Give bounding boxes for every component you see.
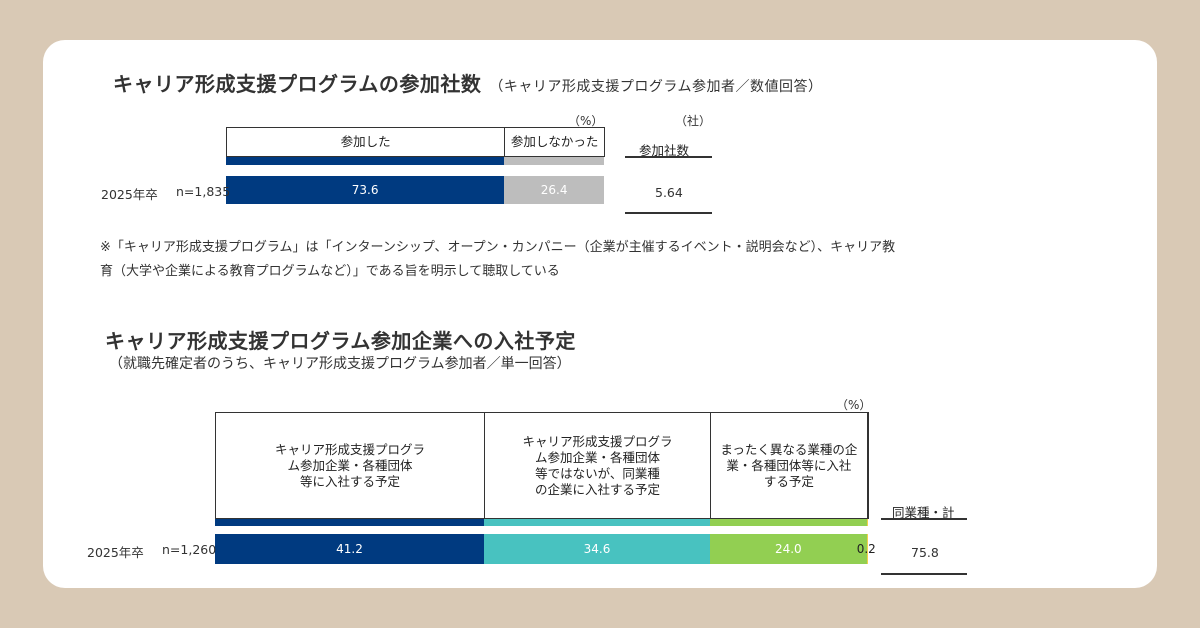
row-label-year: 2025年卒 [87,545,144,560]
section2-title: キャリア形成支援プログラム参加企業への入社予定 [105,329,576,353]
legend-header-2: キャリア形成支援プログラ ム参加企業・各種団体 等ではないが、同業種 の企業に入社する… [484,412,711,519]
legend-header-2: 参加しなかった [504,127,605,157]
legend-color-strip-1 [226,157,505,165]
legend-line: する予定 [763,473,814,489]
legend-color-strip-2 [484,519,710,526]
chart1-column-rule-top [625,156,712,158]
chart1-column-label: 参加社数 [639,143,690,158]
bar-value-label-4: 0.2 [856,542,876,556]
chart1-unit-percent: （%） [568,114,604,128]
chart1-stacked-bar: 参加した 73.6 参加しなかった 26.4 2025年卒 n=1,835 [43,40,1157,588]
row-label-n: n=1,260 [162,542,217,557]
row-label-n: n=1,835 [176,184,231,199]
chart2-column-label: 同業種・計 [892,505,955,520]
bar-value-label-3: 24.0 [774,542,802,556]
section1-title: キャリア形成支援プログラムの参加社数 （キャリア形成支援プログラム参加者／数値回答… [113,68,823,97]
chart2-stacked-bar: キャリア形成支援プログラ ム参加企業・各種団体 等に入社する予定 41.2 キャリア形成… [43,40,1157,588]
section1-title-text: キャリア形成支援プログラムの参加社数 [113,72,482,96]
legend-header-text-3: まったく異なる業種の企 業・各種団体等に入社 する予定 [720,442,857,490]
legend-color-strip-2 [504,157,604,165]
chart1-column-value: 5.64 [655,185,683,200]
legend-line: 業・各種団体等に入社 [726,457,852,473]
bar-value-label-1: 73.6 [351,183,379,197]
content-card: キャリア形成支援プログラムの参加社数 （キャリア形成支援プログラム参加者／数値回答… [43,40,1157,588]
bar-segment-2: 26.4 [504,176,604,204]
bar-value-label-2: 34.6 [583,542,611,556]
legend-line: の企業に入社する予定 [534,481,660,497]
bar-segment-1: 41.2 [215,534,485,564]
bar-segment-2: 34.6 [484,534,710,564]
bar-segment-1: 73.6 [226,176,505,204]
legend-header-4 [866,412,869,519]
bar-segment-4 [866,534,868,564]
chart2-column-rule-bottom [881,573,967,575]
legend-line: ム参加企業・各種団体 [534,449,660,465]
bar-value-label-2: 26.4 [540,183,568,197]
chart1-unit-company: （社） [675,114,712,128]
legend-color-strip-4 [866,519,868,526]
legend-line: キャリア形成支援プログラ [522,433,673,449]
chart2-unit-percent: （%） [836,398,872,412]
legend-color-strip-1 [215,519,485,526]
legend-header-text-2: 参加しなかった [510,134,599,149]
legend-line: まったく異なる業種の企 [720,441,858,457]
legend-color-strip-3 [709,519,867,526]
chart2-column-value: 75.8 [911,545,939,560]
legend-header-3: まったく異なる業種の企 業・各種団体等に入社 する予定 [709,412,868,519]
bar-segment-3: 24.0 [709,534,867,564]
section1-note-line2: 育（大学や企業による教育プログラムなど）」である旨を明示して聴取している [100,264,560,279]
section1-subtitle: （キャリア形成支援プログラム参加者／数値回答） [489,79,823,95]
section1-note-line1: ※「キャリア形成支援プログラム」は「インターンシップ、オープン・カンパニー（企業… [100,240,896,255]
legend-header-1: 参加した [226,127,506,157]
legend-line: 等に入社する予定 [300,473,401,489]
legend-line: ム参加企業・各種団体 [287,457,413,473]
bar-value-label-1: 41.2 [336,542,363,556]
section1-note: ※「キャリア形成支援プログラム」は「インターンシップ、オープン・カンパニー（企業… [100,236,1110,284]
legend-header-1: キャリア形成支援プログラ ム参加企業・各種団体 等に入社する予定 [215,412,486,519]
row-label-year: 2025年卒 [101,187,158,202]
legend-header-text-1: 参加した [340,134,391,149]
chart1-column-rule-bottom [625,212,712,214]
legend-line: 等ではないが、同業種 [535,465,660,481]
legend-header-text-1: キャリア形成支援プログラ ム参加企業・各種団体 等に入社する予定 [275,442,425,490]
chart2-column-rule-top [881,518,967,520]
legend-header-text-2: キャリア形成支援プログラ ム参加企業・各種団体 等ではないが、同業種 の企業に入社する… [522,434,672,498]
legend-line: キャリア形成支援プログラ [275,441,426,457]
section2-subtitle: （就職先確定者のうち、キャリア形成支援プログラム参加者／単一回答） [109,356,571,372]
